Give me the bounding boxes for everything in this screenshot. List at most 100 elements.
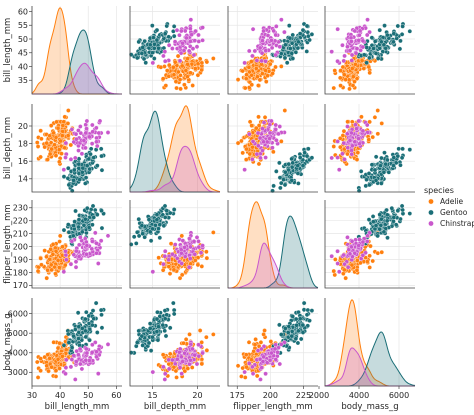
- point-gentoo: [309, 155, 315, 161]
- point-gentoo: [162, 203, 168, 209]
- point-gentoo: [306, 146, 311, 152]
- point-chinstrap: [267, 357, 273, 363]
- point-chinstrap: [336, 167, 342, 172]
- point-chinstrap: [341, 58, 347, 64]
- point-gentoo: [99, 153, 104, 159]
- point-adelie: [197, 328, 203, 333]
- point-gentoo: [399, 155, 405, 161]
- point-chinstrap: [186, 48, 192, 54]
- point-gentoo: [391, 215, 397, 220]
- point-adelie: [174, 85, 179, 91]
- point-gentoo: [69, 345, 75, 350]
- point-adelie: [182, 82, 187, 88]
- point-gentoo: [83, 181, 88, 186]
- point-chinstrap: [162, 371, 168, 377]
- point-chinstrap: [282, 29, 287, 35]
- y-axis-label: body_mass_g: [3, 313, 13, 370]
- point-gentoo: [153, 223, 158, 228]
- point-chinstrap: [349, 130, 354, 136]
- point-adelie: [185, 74, 190, 79]
- point-gentoo: [371, 219, 376, 224]
- point-gentoo: [84, 205, 90, 211]
- point-adelie: [252, 342, 258, 347]
- point-chinstrap: [177, 58, 183, 64]
- point-chinstrap: [335, 58, 340, 64]
- point-gentoo: [84, 309, 89, 315]
- point-adelie: [166, 264, 172, 269]
- point-chinstrap: [179, 354, 184, 360]
- point-adelie: [271, 149, 276, 155]
- point-gentoo: [83, 216, 88, 222]
- point-gentoo: [90, 203, 96, 209]
- y-tick-label: 210: [13, 229, 28, 238]
- point-adelie: [235, 363, 241, 369]
- point-chinstrap: [263, 371, 268, 377]
- point-adelie: [160, 267, 166, 273]
- x-tick-label: 6000: [389, 391, 409, 400]
- point-chinstrap: [63, 252, 69, 258]
- point-gentoo: [361, 52, 367, 58]
- point-chinstrap: [83, 130, 89, 136]
- point-gentoo: [162, 215, 168, 220]
- y-tick-label: 55: [18, 21, 28, 30]
- point-gentoo: [293, 50, 299, 55]
- point-adelie: [62, 114, 68, 120]
- point-gentoo: [396, 146, 401, 152]
- point-adelie: [235, 77, 241, 82]
- point-chinstrap: [273, 357, 279, 362]
- point-chinstrap: [69, 127, 75, 132]
- point-adelie: [342, 267, 347, 273]
- point-gentoo: [358, 169, 364, 174]
- point-gentoo: [289, 156, 294, 162]
- point-adelie: [42, 354, 47, 360]
- point-adelie: [342, 72, 347, 78]
- point-chinstrap: [258, 377, 263, 382]
- x-tick-label: 4000: [349, 391, 369, 400]
- point-gentoo: [154, 329, 160, 334]
- panel-spines: [324, 200, 415, 289]
- point-adelie: [375, 131, 381, 137]
- point-gentoo: [61, 343, 67, 348]
- point-chinstrap: [166, 257, 171, 263]
- point-gentoo: [395, 208, 401, 213]
- point-chinstrap: [180, 40, 185, 46]
- point-adelie: [239, 374, 244, 379]
- point-adelie: [34, 359, 40, 365]
- point-chinstrap: [63, 155, 68, 160]
- point-gentoo: [301, 307, 307, 313]
- kde-area-chinstrap: [32, 63, 122, 94]
- point-adelie: [35, 268, 41, 274]
- point-chinstrap: [246, 48, 252, 54]
- point-adelie: [65, 121, 71, 126]
- point-adelie: [50, 242, 56, 247]
- point-adelie: [42, 248, 47, 253]
- y-tick-label: 40: [18, 62, 28, 71]
- point-gentoo: [290, 56, 296, 61]
- legend-marker: [428, 220, 434, 227]
- point-gentoo: [300, 27, 306, 33]
- point-chinstrap: [340, 151, 345, 157]
- x-tick-label: 50: [83, 391, 93, 400]
- point-gentoo: [278, 185, 283, 191]
- point-chinstrap: [271, 28, 276, 34]
- point-gentoo: [298, 336, 304, 342]
- panel-grid-lines: [152, 104, 198, 192]
- legend-marker: [428, 198, 434, 205]
- point-gentoo: [386, 170, 392, 175]
- point-chinstrap: [352, 139, 358, 145]
- point-chinstrap: [94, 250, 99, 256]
- point-adelie: [185, 366, 191, 371]
- point-gentoo: [271, 183, 276, 189]
- point-chinstrap: [357, 237, 362, 242]
- point-chinstrap: [196, 32, 201, 38]
- point-chinstrap: [84, 243, 90, 248]
- point-gentoo: [289, 51, 295, 56]
- point-gentoo: [385, 212, 390, 218]
- point-gentoo: [364, 60, 369, 66]
- point-gentoo: [162, 31, 168, 36]
- point-adelie: [49, 146, 54, 152]
- panel-spines: [129, 104, 220, 193]
- point-chinstrap: [277, 361, 283, 367]
- point-adelie: [68, 142, 74, 148]
- point-chinstrap: [78, 235, 83, 240]
